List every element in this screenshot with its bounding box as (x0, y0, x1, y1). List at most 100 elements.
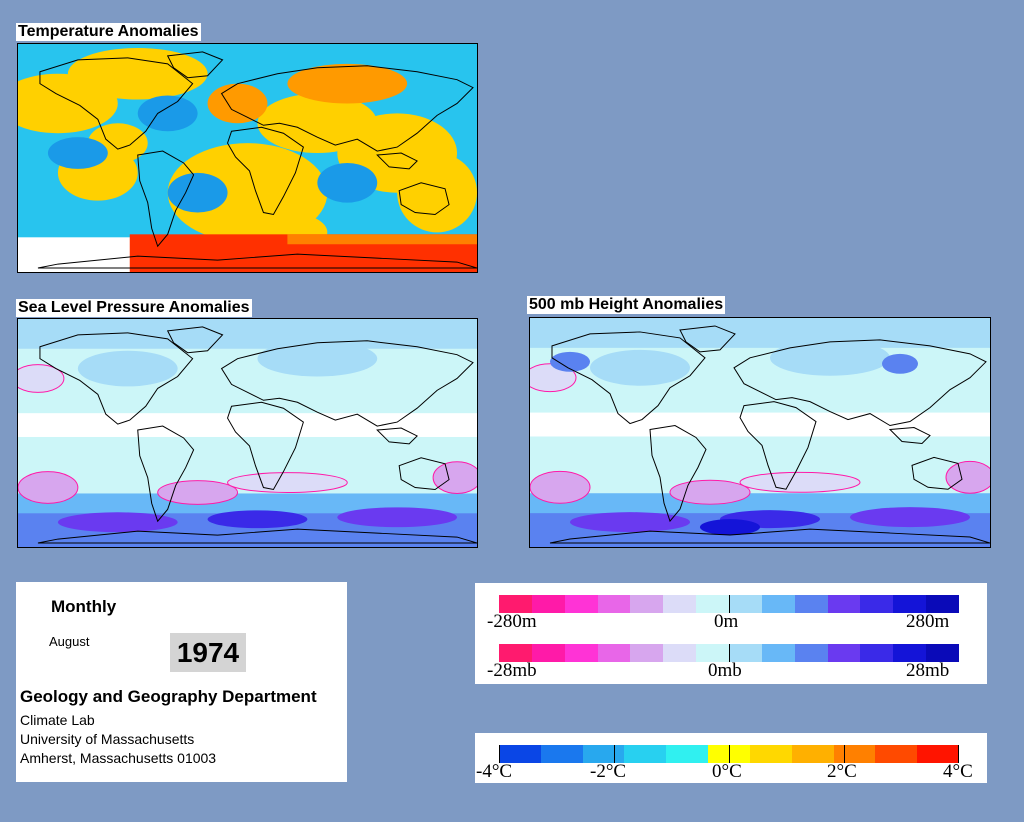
color-swatch (794, 644, 828, 662)
height-max-label: 280m (906, 611, 950, 632)
temperature-legend: -4°C -2°C 0°C 2°C 4°C (475, 733, 987, 783)
color-swatch (499, 595, 532, 613)
color-swatch (827, 595, 861, 613)
color-swatch (729, 595, 762, 613)
tropics-no-data-band (530, 412, 990, 437)
cool-anomaly-area (137, 95, 198, 132)
color-swatch (893, 595, 927, 613)
color-swatch (893, 644, 927, 662)
antarctic-transition-area (287, 234, 477, 245)
color-swatch (794, 595, 828, 613)
temp-label-neg2: -2°C (590, 761, 627, 782)
color-bar-tick (614, 745, 615, 763)
high-center (945, 460, 990, 494)
low-center (770, 339, 890, 376)
low-center (850, 507, 970, 528)
cool-anomaly-area (167, 172, 228, 213)
warm-anomaly-area (397, 153, 477, 233)
color-swatch (875, 745, 918, 763)
color-bar-tick (499, 745, 500, 763)
coastline (679, 325, 736, 353)
department-name: Geology and Geography Department (20, 687, 317, 706)
coastline (376, 152, 418, 170)
color-swatch (582, 745, 625, 763)
coastline (551, 331, 706, 425)
color-swatch (666, 745, 709, 763)
coastline (137, 150, 195, 248)
coastline (166, 51, 224, 79)
low-center (57, 512, 178, 533)
color-swatch (696, 595, 730, 613)
warm-anomaly-area (287, 63, 408, 104)
high-center (18, 364, 65, 393)
coastline (220, 340, 474, 427)
color-swatch (833, 745, 876, 763)
color-swatch (531, 595, 565, 613)
low-center (590, 349, 690, 386)
low-center (882, 353, 918, 374)
temperature-color-bar (499, 745, 960, 763)
color-bar-tick (729, 595, 730, 613)
low-center (257, 340, 378, 377)
coastline (888, 427, 931, 444)
color-swatch (860, 644, 894, 662)
warm-anomaly-area (67, 47, 208, 100)
color-bar-tick (729, 745, 730, 763)
warm-anomaly-area (207, 83, 268, 124)
anomaly-legend: -280m 0m 280m -28mb 0mb 28mb (475, 583, 987, 684)
height-min-label: -280m (487, 611, 537, 632)
color-swatch (630, 595, 664, 613)
temperature-anomaly-map (17, 43, 478, 273)
coastline (39, 332, 194, 425)
color-bar-tick (729, 644, 730, 662)
temperature-panel-title: Temperature Anomalies (16, 23, 201, 41)
color-swatch (540, 745, 583, 763)
color-bar-tick (844, 745, 845, 763)
coastline (226, 401, 304, 491)
color-swatch (499, 644, 532, 662)
color-swatch (708, 745, 750, 763)
color-swatch (531, 644, 565, 662)
height-panel-title: 500 mb Height Anomalies (527, 296, 726, 314)
month-label: August (49, 634, 90, 649)
color-swatch (827, 644, 861, 662)
high-center (18, 471, 79, 504)
coastline-layer (37, 326, 477, 544)
period-label: Monthly (51, 597, 117, 616)
pressure-min-label: -28mb (487, 660, 537, 681)
coastline (226, 126, 304, 216)
color-bar-tick (958, 745, 960, 763)
coastline (398, 182, 450, 216)
height-anomaly-map (529, 317, 991, 548)
low-center (337, 507, 458, 528)
temp-label-4: 4°C (943, 761, 973, 782)
color-swatch (499, 745, 541, 763)
coastline (220, 65, 474, 152)
color-swatch (749, 745, 792, 763)
color-swatch (663, 644, 697, 662)
color-swatch (926, 644, 960, 662)
pressure-mid-label: 0mb (708, 660, 742, 681)
temp-label-2: 2°C (827, 761, 857, 782)
low-center (550, 351, 590, 372)
color-swatch (696, 644, 730, 662)
coastline (37, 253, 477, 269)
color-swatch (860, 595, 894, 613)
north-band (18, 319, 477, 349)
coastline (911, 456, 963, 490)
color-swatch (564, 595, 598, 613)
coastline (733, 339, 987, 427)
height-color-bar (499, 595, 960, 613)
coastline (376, 427, 418, 445)
lab-name: Climate Lab (20, 712, 95, 728)
pressure-color-bar (499, 644, 960, 662)
north-band (530, 318, 990, 348)
color-swatch (917, 745, 959, 763)
color-swatch (761, 644, 795, 662)
height-mid-label: 0m (714, 611, 739, 632)
color-swatch (597, 595, 631, 613)
cool-anomaly-area (317, 162, 378, 203)
info-panel: Monthly August 1974 Geology and Geograph… (16, 582, 347, 782)
temp-label-0: 0°C (712, 761, 742, 782)
color-swatch (630, 644, 664, 662)
